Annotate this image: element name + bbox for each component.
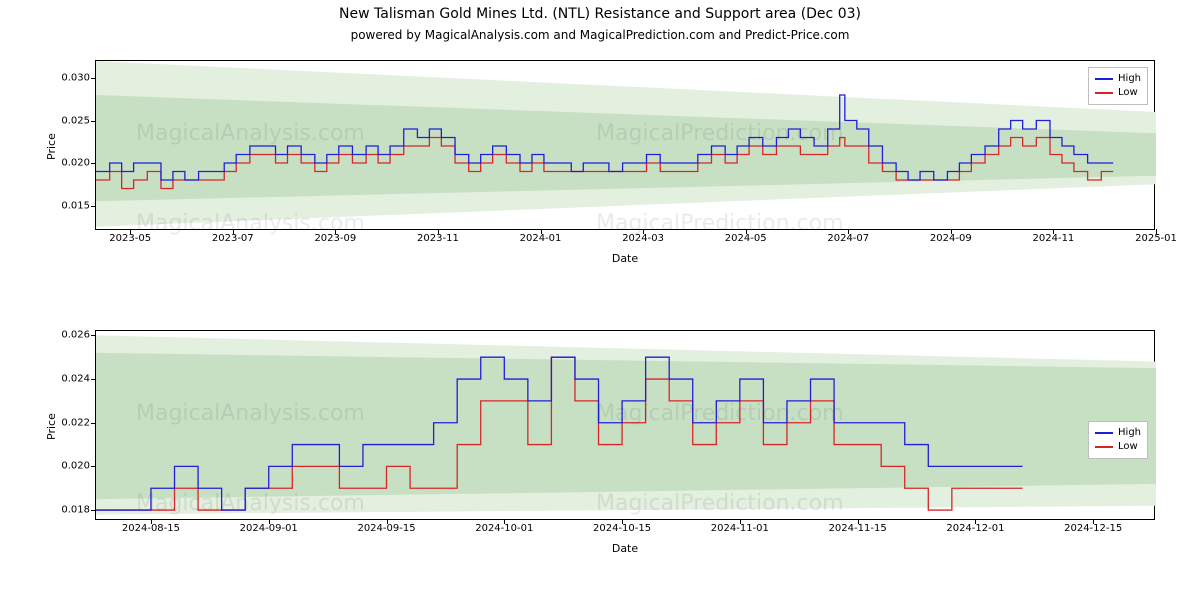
legend-label: Low (1118, 86, 1138, 100)
x-axis-label: Date (95, 542, 1155, 555)
chart-title: New Talisman Gold Mines Ltd. (NTL) Resis… (0, 6, 1200, 22)
legend-item-high: High (1095, 72, 1141, 86)
chart-svg-bottom (96, 331, 1156, 521)
chart-svg-top (96, 61, 1156, 231)
legend-swatch (1095, 92, 1113, 94)
legend-swatch (1095, 446, 1113, 448)
x-axis-label: Date (95, 252, 1155, 265)
legend-label: Low (1118, 440, 1138, 454)
figure: New Talisman Gold Mines Ltd. (NTL) Resis… (0, 0, 1200, 600)
chart-panel-bottom: MagicalAnalysis.com MagicalPrediction.co… (95, 330, 1155, 520)
legend-swatch (1095, 432, 1113, 434)
legend-item-low: Low (1095, 86, 1141, 100)
legend-label: High (1118, 426, 1141, 440)
chart-subtitle: powered by MagicalAnalysis.com and Magic… (0, 28, 1200, 42)
legend: High Low (1088, 421, 1148, 459)
legend-item-low: Low (1095, 440, 1141, 454)
chart-panel-top: MagicalAnalysis.com MagicalPrediction.co… (95, 60, 1155, 230)
legend-swatch (1095, 78, 1113, 80)
legend-label: High (1118, 72, 1141, 86)
y-axis-label: Price (45, 413, 58, 440)
y-axis-label: Price (45, 133, 58, 160)
legend-item-high: High (1095, 426, 1141, 440)
legend: High Low (1088, 67, 1148, 105)
